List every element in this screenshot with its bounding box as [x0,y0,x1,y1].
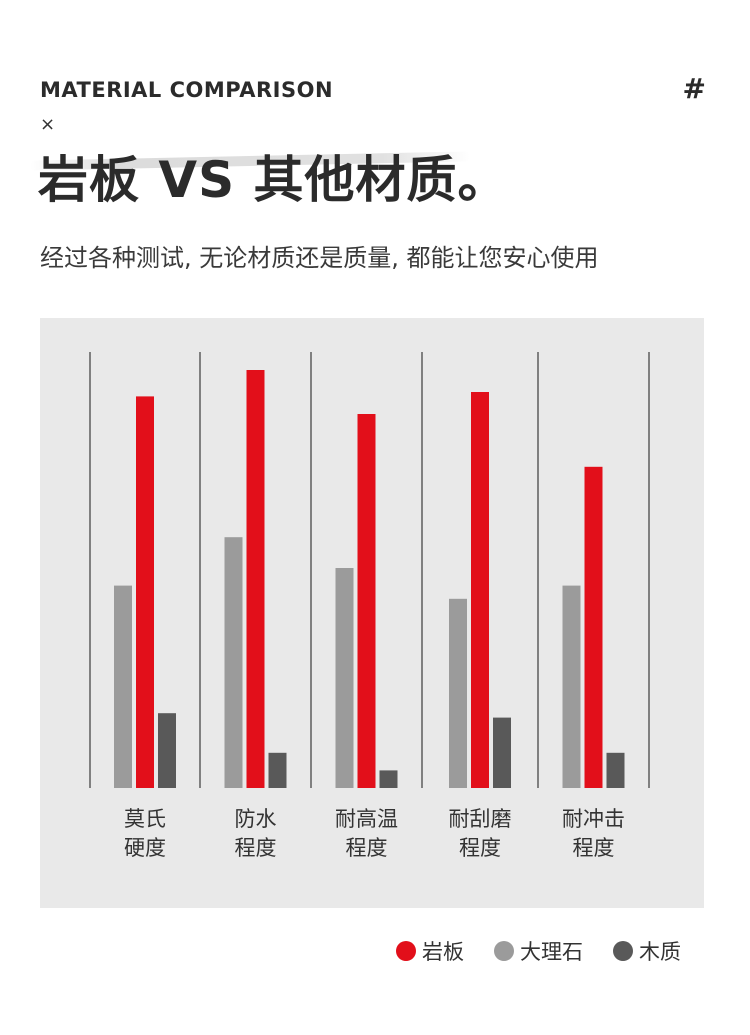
category-label-line2: 程度 [459,836,501,860]
legend-item-2: 木质 [613,936,681,966]
category-label-line1: 耐冲击 [562,807,625,831]
hash-mark: # [682,72,706,105]
bar-木质-0 [158,713,176,788]
headline: 岩板 VS 其他材质。 [38,151,509,209]
category-label-line1: 耐刮磨 [448,807,512,831]
category-label-4: 耐冲击 程度 [544,805,644,863]
category-label-line2: 程度 [345,836,388,860]
bar-大理石-1 [224,537,243,788]
category-label-3: 耐刮磨 程度 [430,805,530,863]
legend: 岩板 大理石 木质 [396,936,681,966]
bar-大理石-3 [449,598,467,788]
category-label-line1: 莫氏 [124,807,166,831]
eyebrow-title: MATERIAL COMPARISON [40,78,334,102]
bar-木质-3 [493,717,511,788]
bar-木质-4 [606,752,625,788]
subtitle: 经过各种测试, 无论材质还是质量, 都能让您安心使用 [40,244,599,272]
bar-岩板-2 [357,414,376,788]
legend-label: 岩板 [422,940,464,964]
category-label-1: 防水 程度 [206,805,306,863]
category-label-line1: 防水 [234,807,277,831]
legend-dot [396,941,416,961]
category-label-line2: 程度 [234,836,277,860]
bar-岩板-0 [136,396,154,788]
bar-岩板-3 [471,392,489,788]
close-icon: × [40,114,56,135]
legend-item-0: 岩板 [396,936,464,966]
bar-岩板-1 [246,370,265,788]
bar-大理石-2 [335,568,354,788]
category-label-line2: 硬度 [124,836,166,860]
bar-木质-1 [268,752,287,788]
legend-label: 木质 [639,940,681,964]
bar-木质-2 [379,770,398,788]
category-label-0: 莫氏 硬度 [95,805,195,863]
bar-大理石-0 [114,585,132,788]
category-label-2: 耐高温 程度 [317,805,417,863]
bar-岩板-4 [584,466,603,788]
legend-dot [494,941,514,961]
legend-label: 大理石 [520,940,583,964]
category-label-line2: 程度 [572,836,615,860]
chart-panel: 莫氏 硬度 防水 程度 耐高温 程度 耐刮磨 程度 耐冲击 程度 [40,318,704,908]
category-label-line1: 耐高温 [335,807,398,831]
bar-大理石-4 [562,585,581,788]
bar-chart [89,352,650,788]
legend-dot [613,941,633,961]
legend-item-1: 大理石 [494,936,583,966]
